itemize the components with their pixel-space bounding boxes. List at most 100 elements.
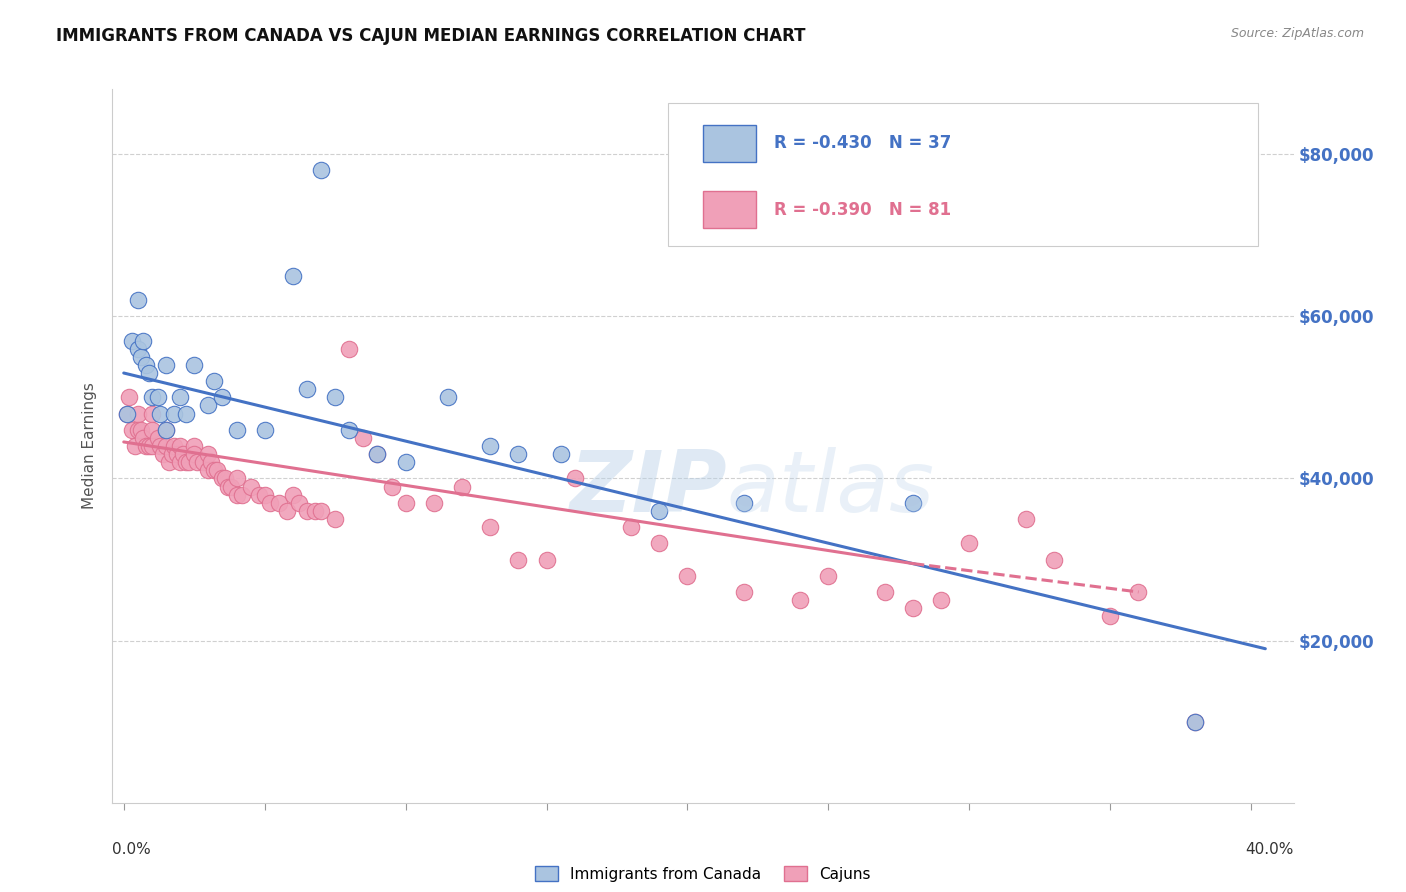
Point — [380, 479, 402, 493]
Point — [231, 488, 253, 502]
Point — [155, 439, 177, 453]
Point — [873, 585, 896, 599]
Point — [309, 163, 332, 178]
Point — [146, 390, 169, 404]
Text: atlas: atlas — [727, 447, 935, 531]
Point — [141, 423, 163, 437]
Text: 0.0%: 0.0% — [112, 842, 152, 857]
Point — [437, 390, 460, 404]
Point — [127, 423, 149, 437]
Point — [394, 496, 416, 510]
Point — [564, 471, 586, 485]
Point — [225, 488, 247, 502]
Point — [253, 488, 276, 502]
Point — [929, 593, 952, 607]
Text: R = -0.390   N = 81: R = -0.390 N = 81 — [773, 201, 950, 219]
Point — [138, 439, 160, 453]
Point — [127, 407, 149, 421]
Point — [152, 447, 174, 461]
Bar — [703, 125, 756, 162]
Point — [295, 382, 318, 396]
Point — [121, 334, 143, 348]
Point — [648, 536, 671, 550]
Point — [676, 568, 699, 582]
Point — [197, 463, 219, 477]
Point — [225, 471, 247, 485]
Point — [733, 496, 755, 510]
Point — [901, 496, 924, 510]
Point — [1184, 714, 1206, 729]
Point — [214, 471, 236, 485]
Bar — [703, 191, 756, 228]
Point — [132, 431, 155, 445]
FancyBboxPatch shape — [668, 103, 1258, 246]
Point — [172, 447, 194, 461]
Point — [149, 407, 172, 421]
Point — [115, 407, 138, 421]
Text: Source: ZipAtlas.com: Source: ZipAtlas.com — [1230, 27, 1364, 40]
Point — [276, 504, 298, 518]
Point — [309, 504, 332, 518]
Point — [239, 479, 262, 493]
Point — [155, 358, 177, 372]
Point — [1015, 512, 1038, 526]
Point — [135, 439, 157, 453]
Point — [115, 407, 138, 421]
Point — [141, 390, 163, 404]
Point — [287, 496, 309, 510]
Point — [177, 455, 200, 469]
Point — [620, 520, 643, 534]
Point — [197, 447, 219, 461]
Point — [174, 455, 197, 469]
Point — [323, 512, 346, 526]
Point — [163, 439, 186, 453]
Point — [186, 455, 208, 469]
Point — [211, 471, 233, 485]
Point — [901, 601, 924, 615]
Point — [479, 520, 502, 534]
Point — [304, 504, 326, 518]
Legend: Immigrants from Canada, Cajuns: Immigrants from Canada, Cajuns — [529, 860, 877, 888]
Point — [352, 431, 374, 445]
Point — [247, 488, 270, 502]
Point — [211, 390, 233, 404]
Point — [202, 463, 225, 477]
Point — [146, 431, 169, 445]
Point — [957, 536, 980, 550]
Point — [157, 455, 180, 469]
Point — [127, 293, 149, 307]
Text: R = -0.430   N = 37: R = -0.430 N = 37 — [773, 135, 952, 153]
Point — [219, 479, 242, 493]
Text: 40.0%: 40.0% — [1246, 842, 1294, 857]
Point — [225, 423, 247, 437]
Point — [169, 390, 191, 404]
Point — [183, 358, 205, 372]
Point — [129, 423, 152, 437]
Point — [366, 447, 388, 461]
Point — [197, 399, 219, 413]
Point — [337, 342, 360, 356]
Point — [550, 447, 572, 461]
Point — [648, 504, 671, 518]
Point — [451, 479, 474, 493]
Point — [183, 439, 205, 453]
Point — [508, 552, 530, 566]
Point — [169, 439, 191, 453]
Point — [479, 439, 502, 453]
Point — [124, 439, 146, 453]
Point — [267, 496, 290, 510]
Point — [1128, 585, 1150, 599]
Point — [127, 342, 149, 356]
Point — [259, 496, 281, 510]
Point — [1043, 552, 1066, 566]
Point — [281, 488, 304, 502]
Point — [160, 447, 183, 461]
Point — [394, 455, 416, 469]
Point — [366, 447, 388, 461]
Point — [129, 350, 152, 364]
Point — [155, 423, 177, 437]
Point — [141, 407, 163, 421]
Point — [155, 423, 177, 437]
Point — [217, 479, 239, 493]
Point — [121, 423, 143, 437]
